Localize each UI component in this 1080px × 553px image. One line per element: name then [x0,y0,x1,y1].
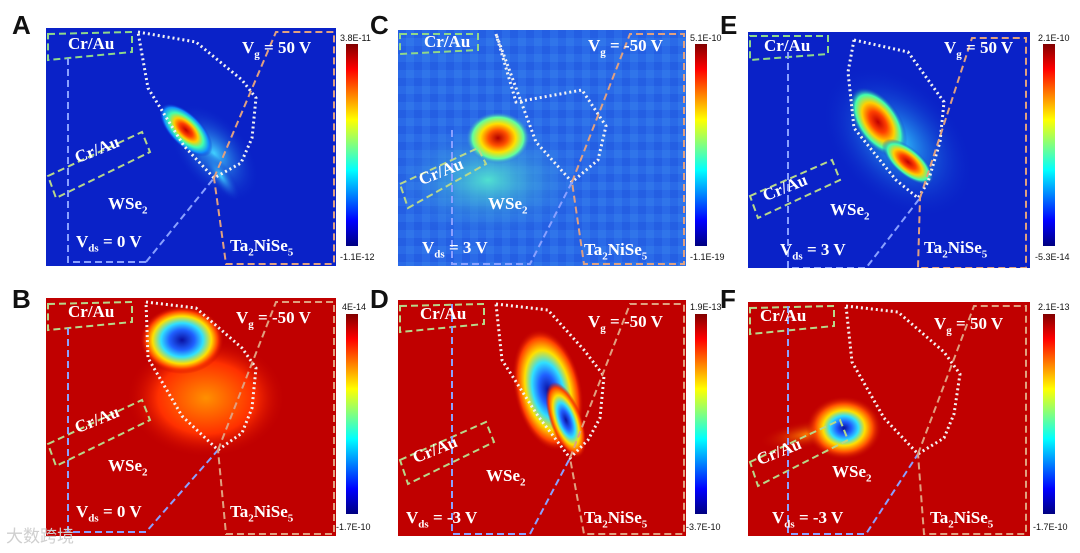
panel-letter: A [12,10,31,40]
wse2-label: WSe2 [488,194,528,217]
colorbar-max-label: 3.8E-11 [340,33,371,43]
colorbar-max-label: 4E-14 [342,302,367,312]
drain-source-voltage-label: Vds = 3 V [422,238,488,261]
cr-au-label-top: Cr/Au [760,306,807,325]
gate-voltage-label: Vg = -50 V [588,36,663,59]
colorbar-min-label: -1.7E-10 [336,522,371,532]
colorbar [346,44,358,246]
map-drawing [398,30,686,266]
map-drawing [398,302,685,535]
ta2nise5-label: Ta2NiSe5 [584,508,648,531]
ta2nise5-label: Ta2NiSe5 [230,502,294,525]
colorbar-max-label: 5.1E-10 [690,33,722,43]
drain-source-voltage-label: Vds = 3 V [780,240,846,263]
map-drawing [46,300,335,535]
drain-source-voltage-label: Vds = -3 V [406,508,478,531]
wse2-label: WSe2 [108,194,148,217]
photocurrent-map: Cr/Au Cr/Au Vg = 50 V WSe2 Vds = 0 V Ta2… [46,28,336,266]
map-drawing [748,304,1027,535]
gate-voltage-label: Vg = -50 V [236,308,311,331]
drain-source-voltage-label: Vds = 0 V [76,502,142,525]
wse2-label: WSe2 [832,462,872,485]
photocurrent-map: Cr/Au Cr/Au Vg = 50 V WSe2 Vds = 3 V Ta2… [748,32,1030,268]
panel-letter: E [720,10,738,40]
ta2nise5-label: Ta2NiSe5 [924,238,988,261]
colorbar-min-label: -1.7E-10 [1033,522,1068,532]
panel-letter: D [370,284,389,314]
drain-source-voltage-label: Vds = -3 V [772,508,844,531]
wse2-label: WSe2 [486,466,526,489]
cr-au-label-top: Cr/Au [68,302,115,321]
cr-au-label-top: Cr/Au [68,34,115,53]
ta2nise5-label: Ta2NiSe5 [930,508,994,531]
gate-voltage-label: Vg = 50 V [944,38,1014,61]
colorbar [346,314,358,514]
colorbar-min-label: -1.1E-19 [690,252,725,262]
drain-source-voltage-label: Vds = 0 V [76,232,142,255]
photocurrent-map: Cr/Au Cr/Au Vg = -50 V WSe2 Vds = -3 V T… [398,300,686,536]
cr-au-label-top: Cr/Au [420,304,467,323]
colorbar [1043,44,1055,246]
ta2nise5-label: Ta2NiSe5 [584,240,648,263]
gate-voltage-label: Vg = -50 V [588,312,663,335]
colorbar-min-label: -3.7E-10 [686,522,721,532]
ta2nise5-label: Ta2NiSe5 [230,236,294,259]
map-drawing [748,35,1027,268]
gate-voltage-label: Vg = 50 V [934,314,1004,337]
photocurrent-map: Cr/Au Cr/Au Vg = -50 V WSe2 Vds = 0 V Ta… [46,298,336,536]
colorbar-max-label: 1.9E-13 [690,302,722,312]
cr-au-label-top: Cr/Au [424,32,471,51]
gate-voltage-label: Vg = 50 V [242,38,312,61]
panel-letter: B [12,284,31,314]
colorbar-min-label: -1.1E-12 [340,252,375,262]
colorbar-min-label: -5.3E-14 [1035,252,1070,262]
panel-letter: F [720,284,736,314]
watermark: 大数跨境 [6,527,74,547]
colorbar [695,44,707,246]
photocurrent-map: Cr/Au Cr/Au Vg = -50 V WSe2 Vds = 3 V Ta… [398,30,686,266]
panel-letter: C [370,10,389,40]
cr-au-label-top: Cr/Au [764,36,811,55]
photocurrent-map: Cr/Au Cr/Au Vg = 50 V WSe2 Vds = -3 V Ta… [748,302,1030,536]
colorbar-max-label: 2.1E-10 [1038,33,1070,43]
colorbar [695,314,707,514]
map-drawing [46,30,335,265]
wse2-label: WSe2 [108,456,148,479]
colorbar-max-label: 2.1E-13 [1038,302,1070,312]
wse2-label: WSe2 [830,200,870,223]
colorbar [1043,314,1055,514]
